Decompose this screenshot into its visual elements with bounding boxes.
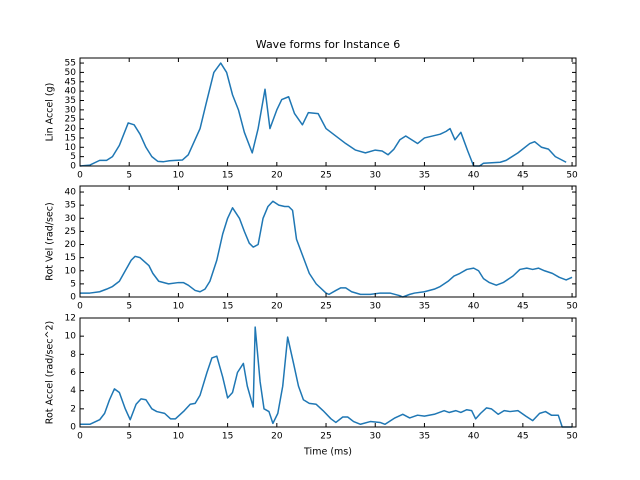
x-tick-label: 50 (566, 171, 578, 181)
y-tick-label: 4 (70, 386, 76, 396)
x-tick-label: 5 (126, 432, 132, 442)
y-axis-label: Rot Accel (rad/sec^2) (45, 321, 56, 424)
y-tick-label: 30 (65, 105, 77, 115)
x-tick-label: 20 (271, 171, 283, 181)
y-tick-label: 5 (70, 279, 76, 289)
x-tick-label: 0 (77, 171, 83, 181)
y-tick-label: 6 (70, 368, 76, 378)
y-axis-label: Rot Vel (rad/sec) (45, 202, 56, 280)
plot-frame (79, 57, 577, 167)
x-tick-label: 20 (271, 432, 283, 442)
x-tick-label: 25 (320, 171, 331, 181)
y-tick-label: 50 (65, 68, 77, 78)
chart-title: Wave forms for Instance 6 (256, 38, 400, 51)
plot-frame (79, 185, 577, 298)
x-tick-label: 40 (468, 432, 480, 442)
x-tick-label: 40 (468, 171, 480, 181)
x-tick-label: 5 (126, 302, 132, 312)
y-tick-label: 2 (70, 404, 76, 414)
x-tick-label: 10 (173, 432, 185, 442)
x-tick-label: 35 (419, 432, 430, 442)
x-axis-label: Time (ms) (303, 447, 352, 458)
y-tick-label: 20 (65, 124, 77, 134)
data-line (80, 200, 573, 298)
x-tick-label: 30 (370, 171, 382, 181)
y-tick-label: 35 (65, 96, 76, 106)
data-line (79, 62, 567, 167)
y-tick-label: 0 (70, 162, 76, 172)
y-tick-label: 0 (70, 293, 76, 303)
x-tick-label: 50 (566, 302, 578, 312)
x-tick-label: 35 (419, 302, 430, 312)
x-tick-label: 25 (320, 302, 331, 312)
x-tick-label: 30 (370, 302, 382, 312)
x-tick-label: 40 (468, 302, 480, 312)
x-tick-label: 0 (77, 432, 83, 442)
y-tick-label: 45 (65, 77, 76, 87)
x-tick-label: 5 (126, 171, 132, 181)
x-tick-label: 10 (173, 171, 185, 181)
y-tick-label: 10 (65, 266, 77, 276)
y-tick-label: 35 (65, 201, 76, 211)
y-tick-label: 12 (65, 314, 76, 324)
y-tick-label: 8 (70, 350, 76, 360)
y-axis-label: Lin Accel (g) (45, 83, 56, 142)
x-tick-label: 0 (77, 302, 83, 312)
x-tick-label: 35 (419, 171, 430, 181)
y-tick-label: 30 (65, 214, 77, 224)
x-tick-label: 50 (566, 432, 578, 442)
x-tick-label: 25 (320, 432, 331, 442)
x-tick-label: 15 (222, 171, 233, 181)
x-tick-label: 45 (517, 302, 528, 312)
x-tick-label: 30 (370, 432, 382, 442)
y-tick-label: 25 (65, 115, 76, 125)
y-tick-label: 25 (65, 227, 76, 237)
x-tick-label: 10 (173, 302, 185, 312)
y-tick-label: 40 (65, 188, 77, 198)
x-tick-label: 15 (222, 432, 233, 442)
y-tick-label: 15 (65, 133, 76, 143)
y-tick-label: 10 (65, 143, 77, 153)
x-tick-label: 20 (271, 302, 283, 312)
data-line (80, 326, 573, 428)
y-tick-label: 55 (65, 59, 76, 69)
y-tick-label: 5 (70, 152, 76, 162)
x-tick-label: 45 (517, 432, 528, 442)
x-tick-label: 45 (517, 171, 528, 181)
y-tick-label: 0 (70, 423, 76, 433)
y-tick-label: 40 (65, 87, 77, 97)
x-tick-label: 15 (222, 302, 233, 312)
y-tick-label: 10 (65, 332, 77, 342)
y-tick-label: 20 (65, 240, 77, 250)
y-tick-label: 15 (65, 253, 76, 263)
